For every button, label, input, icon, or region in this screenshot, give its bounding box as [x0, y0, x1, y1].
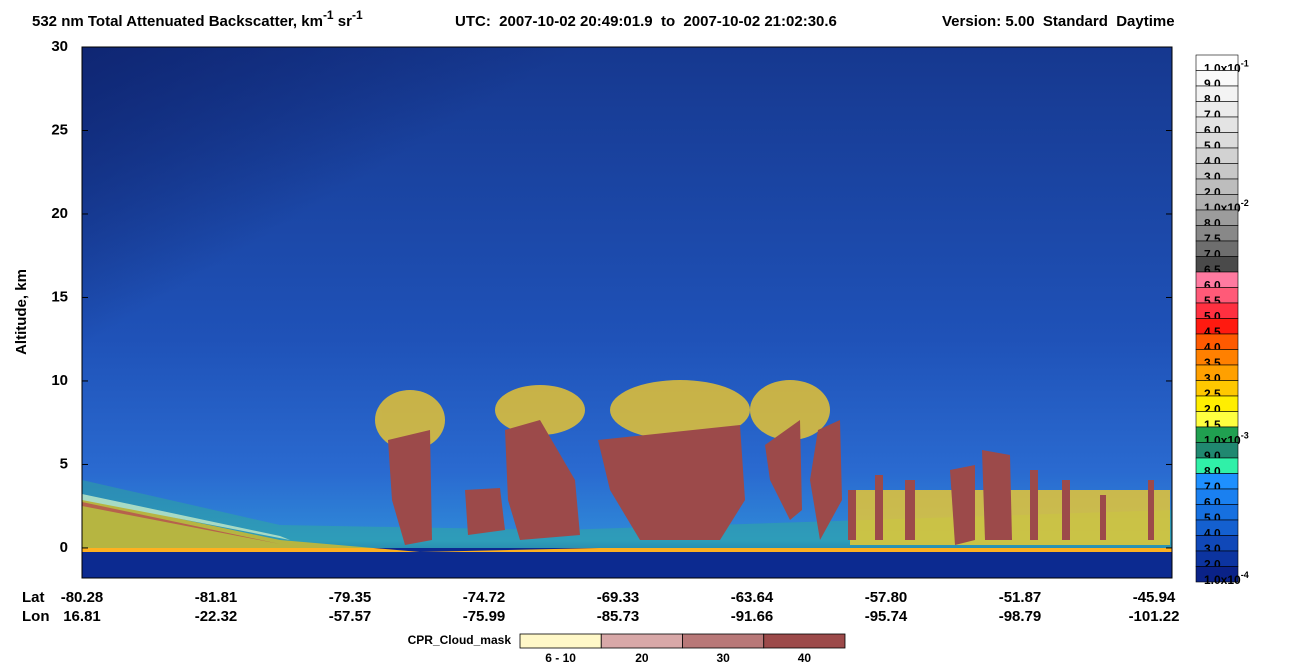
cloud-mask-cell: [600, 633, 683, 649]
y-tick-label: 0: [60, 539, 68, 556]
x-tick-label: -57.80: [865, 589, 908, 606]
y-tick-label: 20: [51, 205, 68, 222]
x-tick-label: -22.32: [195, 608, 238, 625]
x-tick-label: 16.81: [63, 608, 101, 625]
version: Version: 5.00 Standard Daytime: [942, 13, 1175, 30]
x-tick-label: -85.73: [597, 608, 640, 625]
cloud-mask-label: 40: [798, 651, 812, 665]
colorbar-label-exp: -2: [1241, 198, 1249, 208]
colorbar-label-exp: -3: [1241, 431, 1249, 441]
cloud-mask-cell: [519, 633, 602, 649]
chart-title: 532 nm Total Attenuated Backscatter, km-…: [32, 8, 363, 30]
cloud-mask-title: CPR_Cloud_mask: [408, 633, 512, 647]
x-tick-label: -98.79: [999, 608, 1042, 625]
x-tick-label: -91.66: [731, 608, 774, 625]
cloud-mask-label: 20: [635, 651, 649, 665]
y-axis-label: Altitude, km: [13, 269, 30, 355]
x-tick-label: -95.74: [865, 608, 908, 625]
cloud-mask-label: 30: [716, 651, 730, 665]
x-tick-label: -51.87: [999, 589, 1042, 606]
y-tick-label: 10: [51, 372, 68, 389]
x-tick-label: -101.22: [1129, 608, 1180, 625]
x-tick-label: -63.64: [731, 589, 774, 606]
cloud-mask-cell: [682, 633, 765, 649]
x-tick-label: -75.99: [463, 608, 506, 625]
colorbar-label-exp: -4: [1241, 570, 1249, 580]
y-tick-label: 25: [51, 121, 68, 138]
x-row-name: Lon: [22, 608, 50, 625]
x-tick-label: -80.28: [61, 589, 104, 606]
x-tick-label: -81.81: [195, 589, 238, 606]
cloud-mask-label: 6 - 10: [545, 651, 576, 665]
y-tick-label: 15: [51, 288, 68, 305]
x-row-name: Lat: [22, 589, 45, 606]
plot-frame: [81, 46, 1173, 579]
x-tick-label: -69.33: [597, 589, 640, 606]
x-tick-label: -79.35: [329, 589, 372, 606]
colorbar-label: 1.0x10-4: [1204, 570, 1249, 587]
x-tick-label: -45.94: [1133, 589, 1176, 606]
time-range: UTC: 2007-10-02 20:49:01.9 to 2007-10-02…: [455, 13, 837, 30]
cloud-mask-cell: [763, 633, 846, 649]
y-tick-label: 5: [60, 455, 68, 472]
heatmap-background: [82, 47, 1172, 578]
y-tick-label: 30: [51, 38, 68, 55]
colorbar-label-text: 1.0x10: [1204, 573, 1241, 587]
colorbar-label-exp: -1: [1241, 59, 1249, 69]
colorbar-cell: [1195, 566, 1239, 583]
x-tick-label: -74.72: [463, 589, 506, 606]
x-tick-label: -57.57: [329, 608, 372, 625]
